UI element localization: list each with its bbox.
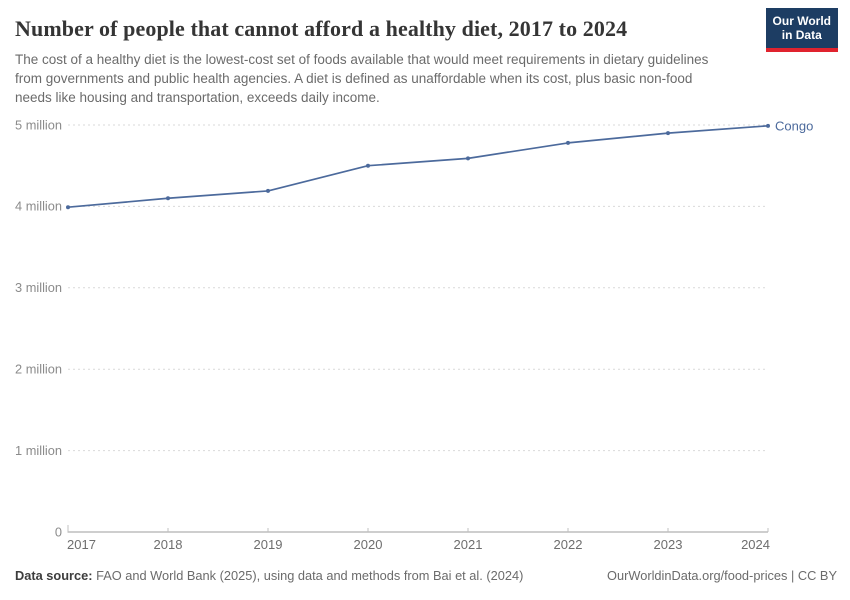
x-axis-label: 2024 <box>741 537 770 552</box>
data-point[interactable] <box>466 156 470 161</box>
y-axis-label: 0 <box>55 524 62 539</box>
x-axis-label: 2021 <box>454 537 483 552</box>
y-axis-label: 4 million <box>15 199 62 214</box>
x-axis-label: 2018 <box>154 537 183 552</box>
data-source-text: FAO and World Bank (2025), using data an… <box>92 568 524 583</box>
data-point[interactable] <box>666 131 670 136</box>
x-axis-label: 2020 <box>354 537 383 552</box>
x-axis-label: 2017 <box>67 537 96 552</box>
data-point[interactable] <box>266 188 270 193</box>
data-point[interactable] <box>566 140 570 145</box>
chart-canvas[interactable]: 0 1 million 2 million 3 million 4 million 5 m… <box>0 108 850 568</box>
data-point[interactable] <box>766 123 770 128</box>
x-axis-label: 2023 <box>654 537 683 552</box>
data-point[interactable] <box>366 163 370 168</box>
logo-line1: Our World <box>772 14 831 28</box>
data-source-label: Data source: <box>15 568 93 583</box>
page-title: Number of people that cannot afford a he… <box>15 16 628 41</box>
y-axis-label: 5 million <box>15 117 62 132</box>
y-axis-label: 2 million <box>15 362 62 377</box>
series-line[interactable] <box>67 124 769 209</box>
y-axis-label: 1 million <box>15 443 62 458</box>
chart-subtitle: The cost of a healthy diet is the lowest… <box>15 52 709 105</box>
data-source: Data source: FAO and World Bank (2025), … <box>15 568 523 583</box>
chart-footer: Data source: FAO and World Bank (2025), … <box>15 568 837 583</box>
owid-logo[interactable]: Our World in Data <box>765 8 838 52</box>
entity-label[interactable]: Congo <box>775 118 813 133</box>
license-link[interactable]: OurWorldinData.org/food-prices | CC BY <box>607 568 837 583</box>
logo-line2: in Data <box>781 28 822 43</box>
data-point[interactable] <box>166 196 170 201</box>
x-axis-label: 2022 <box>554 537 583 552</box>
x-axis-label: 2019 <box>254 537 283 552</box>
chart-header: Number of people that cannot afford a he… <box>0 0 850 107</box>
data-point[interactable] <box>66 205 70 210</box>
y-axis-label: 3 million <box>15 280 62 295</box>
